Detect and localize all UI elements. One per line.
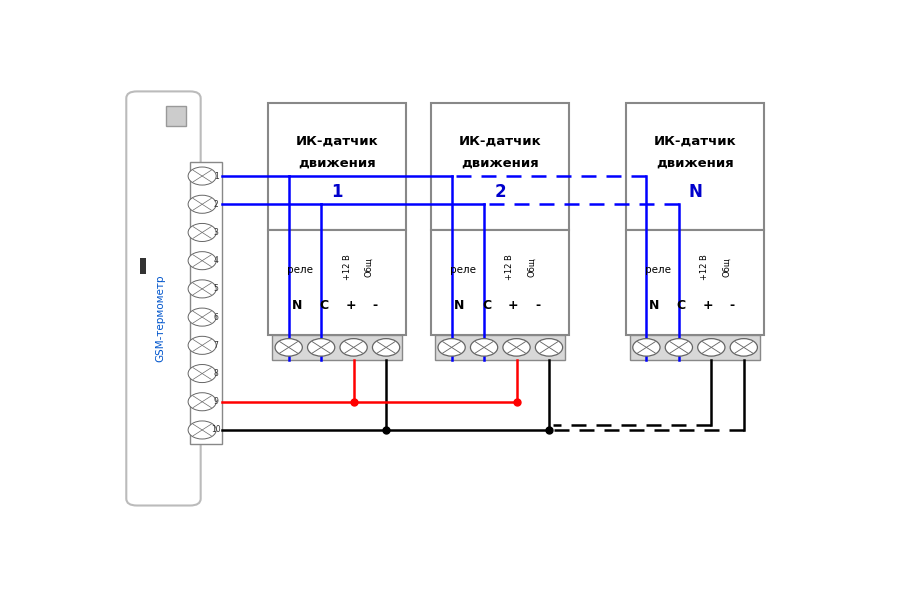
Bar: [431, 230, 569, 335]
Circle shape: [188, 336, 217, 355]
Text: Общ: Общ: [365, 257, 374, 277]
Text: +12 В: +12 В: [343, 254, 352, 280]
Bar: [190, 162, 222, 444]
Text: +: +: [508, 299, 519, 312]
Text: +: +: [703, 299, 714, 312]
Text: C: C: [676, 299, 686, 312]
Text: движения: движения: [656, 156, 734, 169]
Text: реле: реле: [644, 265, 671, 275]
Text: 2: 2: [494, 183, 506, 201]
Text: -: -: [372, 299, 377, 312]
Text: -: -: [535, 299, 540, 312]
Text: 5: 5: [214, 284, 218, 293]
Text: GSM-термометр: GSM-термометр: [155, 275, 165, 362]
Text: реле: реле: [287, 265, 314, 275]
Circle shape: [503, 339, 530, 356]
Circle shape: [188, 421, 217, 439]
Text: N: N: [292, 299, 302, 312]
Bar: [166, 106, 186, 126]
Text: реле: реле: [450, 265, 476, 275]
Text: Общ: Общ: [527, 257, 537, 277]
Bar: [626, 230, 764, 335]
Circle shape: [307, 339, 335, 356]
Circle shape: [697, 339, 725, 356]
Bar: [272, 335, 402, 360]
Text: ИК-датчик: ИК-датчик: [654, 135, 737, 148]
Circle shape: [471, 339, 498, 356]
Bar: [140, 258, 146, 274]
Text: Общ: Общ: [722, 257, 731, 277]
Text: ИК-датчик: ИК-датчик: [459, 135, 542, 148]
Text: 3: 3: [214, 228, 218, 237]
Text: 8: 8: [214, 369, 218, 378]
Text: N: N: [688, 183, 702, 201]
Text: 1: 1: [214, 171, 218, 180]
Text: 7: 7: [214, 341, 218, 350]
Bar: [435, 335, 565, 360]
Text: 2: 2: [214, 200, 218, 209]
Text: N: N: [454, 299, 464, 312]
Circle shape: [275, 339, 303, 356]
Circle shape: [188, 365, 217, 382]
Circle shape: [372, 339, 399, 356]
Text: 1: 1: [332, 183, 343, 201]
Circle shape: [438, 339, 465, 356]
Bar: [269, 230, 407, 335]
Text: движения: движения: [299, 156, 377, 169]
Circle shape: [188, 195, 217, 213]
Circle shape: [188, 280, 217, 298]
Text: C: C: [482, 299, 491, 312]
Circle shape: [632, 339, 660, 356]
Text: +12 В: +12 В: [505, 254, 515, 280]
Circle shape: [188, 308, 217, 326]
Circle shape: [730, 339, 758, 356]
Text: +: +: [345, 299, 356, 312]
Text: 9: 9: [214, 397, 218, 406]
Bar: [626, 103, 764, 230]
Text: +12 В: +12 В: [700, 254, 709, 280]
Circle shape: [188, 167, 217, 185]
Text: C: C: [319, 299, 328, 312]
Circle shape: [188, 393, 217, 411]
Circle shape: [340, 339, 367, 356]
Bar: [269, 103, 407, 230]
Bar: [431, 103, 569, 230]
Text: N: N: [649, 299, 660, 312]
Circle shape: [188, 252, 217, 269]
Text: -: -: [730, 299, 735, 312]
Circle shape: [536, 339, 563, 356]
Text: 4: 4: [214, 256, 218, 265]
Circle shape: [665, 339, 693, 356]
Text: 10: 10: [211, 426, 221, 434]
FancyBboxPatch shape: [126, 92, 201, 505]
Text: ИК-датчик: ИК-датчик: [296, 135, 378, 148]
Text: 6: 6: [214, 313, 218, 322]
Text: движения: движения: [462, 156, 539, 169]
Bar: [630, 335, 760, 360]
Circle shape: [188, 223, 217, 242]
